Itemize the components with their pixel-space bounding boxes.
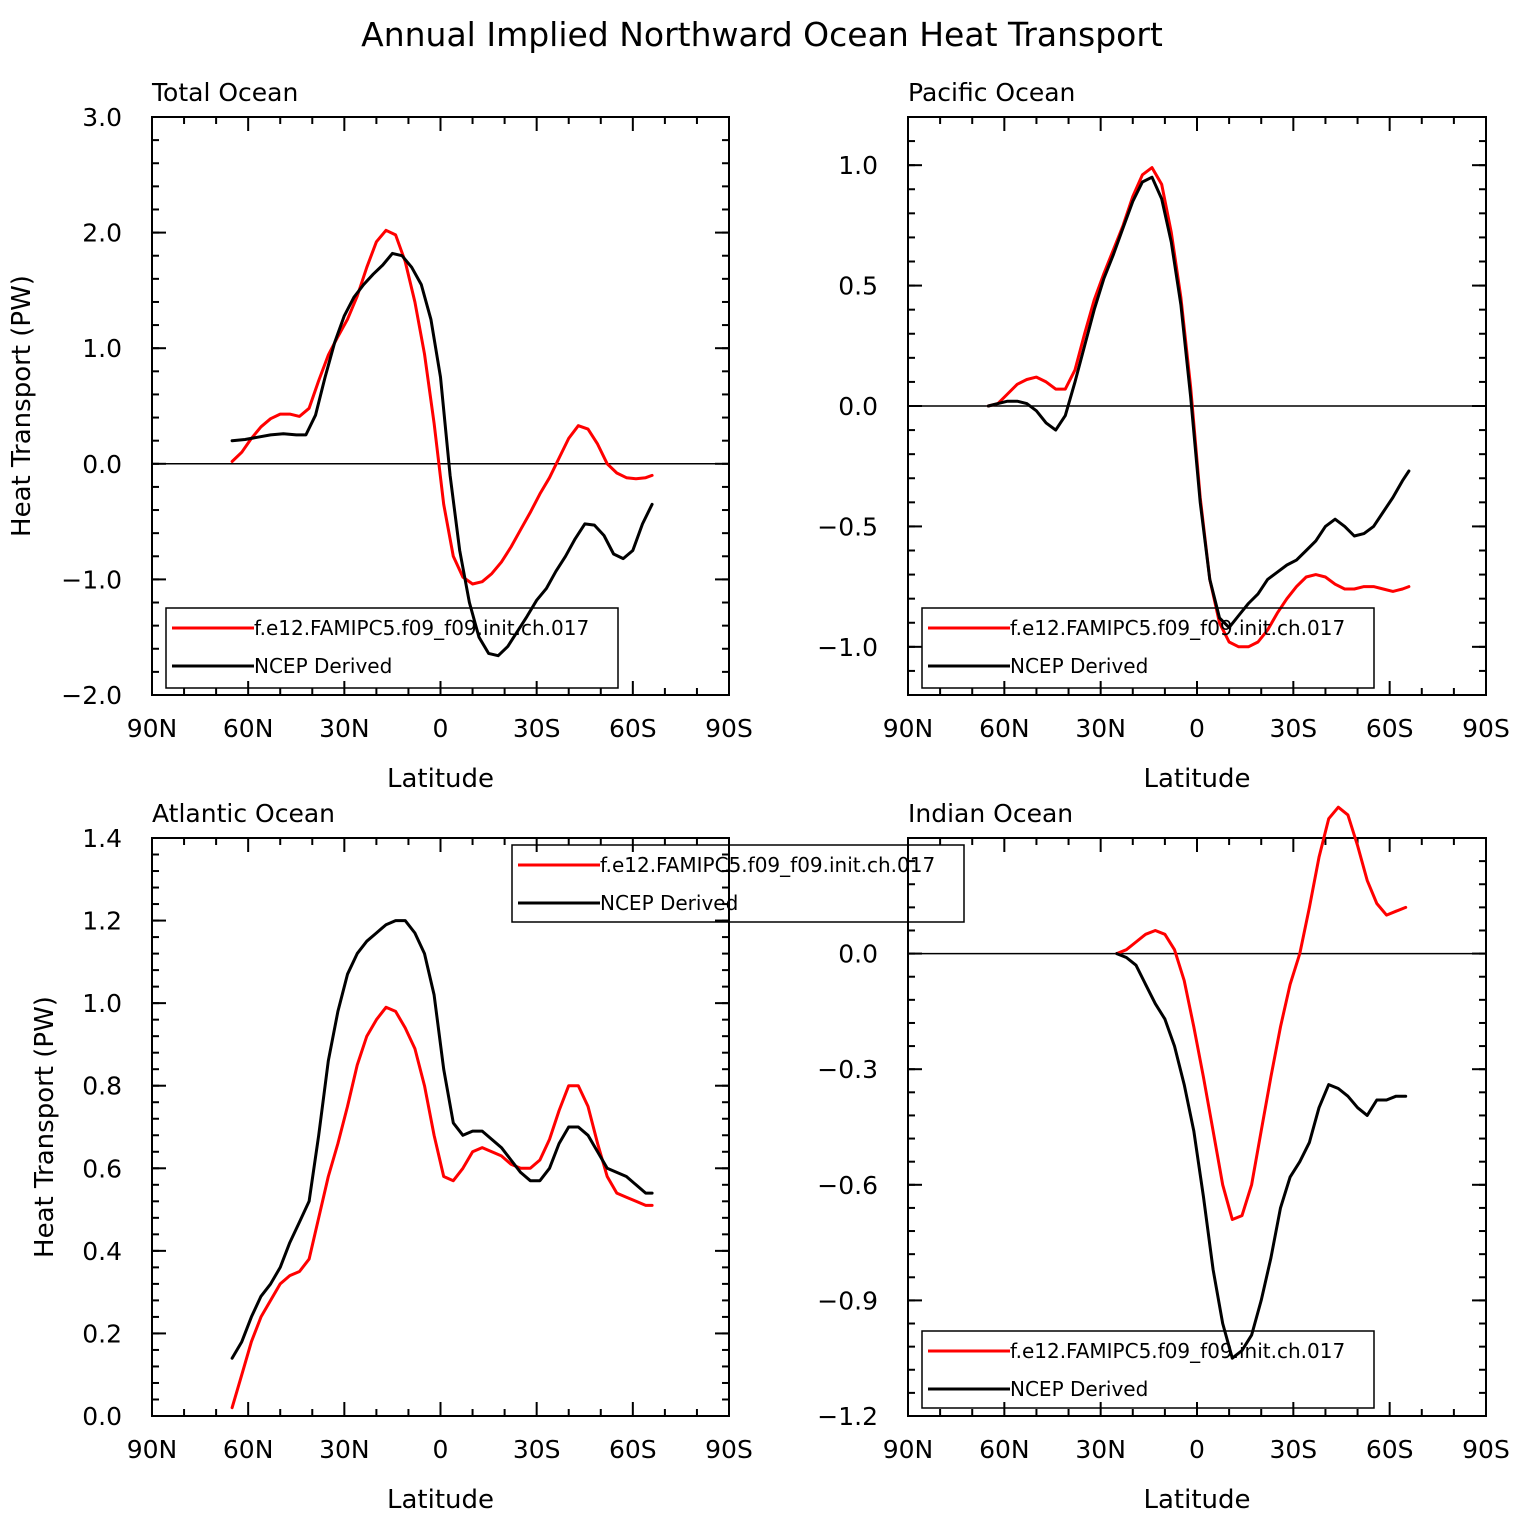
series-line-model [230,228,654,586]
x-tick-label: 30N [1075,1435,1126,1464]
legend: f.e12.FAMIPC5.f09_f09.init.ch.017 NCEP De… [511,844,965,923]
y-tick-label: 1.4 [82,824,122,853]
x-tick-label: 30N [1075,714,1126,743]
y-tick-label: 0.0 [838,392,878,421]
series-line-model [230,1005,654,1410]
plot-frame [151,837,730,1417]
chart-panel-0: Total Ocean 90N 60N 30N 0 30S 60S 90S −2.0 −1.0 0.… [7,78,753,794]
x-tick-label: 90S [1462,714,1510,743]
x-tick-label: 90S [705,1435,753,1464]
y-tick-label: −0.9 [817,1286,878,1315]
panel-title: Atlantic Ocean [152,799,335,828]
series-line-ncep [1115,952,1408,1360]
x-tick-label: 30N [319,714,370,743]
x-tick-label: 90S [1462,1435,1510,1464]
y-tick-label: 0.8 [82,1072,122,1101]
y-tick-label: 2.0 [82,219,122,248]
x-axis-label: Latitude [387,764,494,794]
legend: f.e12.FAMIPC5.f09_f09.init.ch.017 NCEP De… [921,607,1375,689]
x-axis-label: Latitude [1143,764,1250,794]
panel-title: Indian Ocean [908,799,1073,828]
x-tick-label: 60N [979,714,1030,743]
y-tick-label: −0.6 [817,1171,878,1200]
legend-entry: f.e12.FAMIPC5.f09_f09.init.ch.017 [254,616,589,640]
y-tick-label: 1.2 [82,907,122,936]
series-line-ncep [230,251,654,658]
plot-frame [907,837,1487,1417]
y-tick-label: 0.6 [82,1154,122,1183]
y-tick-label: 0.0 [82,1402,122,1431]
x-tick-label: 90N [883,1435,934,1464]
x-tick-label: 30S [1269,1435,1317,1464]
legend-entry: NCEP Derived [600,891,738,915]
x-tick-label: 0 [1189,1435,1205,1464]
legend-entry: f.e12.FAMIPC5.f09_f09.init.ch.017 [1010,1339,1345,1363]
x-tick-label: 30S [513,1435,561,1464]
legend-box [921,607,1375,689]
y-tick-label: 0.2 [82,1319,122,1348]
y-tick-label: 1.0 [82,989,122,1018]
y-tick-label: 3.0 [82,103,122,132]
series-line-ncep [986,175,1411,630]
legend-entry: NCEP Derived [1010,1377,1148,1401]
legend-box [921,1330,1375,1409]
chart-panels: Total Ocean 90N 60N 30N 0 30S 60S 90S −2.0 −1.0 0.… [7,78,1510,1515]
x-tick-label: 60N [979,1435,1030,1464]
legend-box [511,844,965,923]
series-line-model [986,166,1411,649]
chart-panel-1: Pacific Ocean 90N 60N 30N 0 30S 60S 90S −1.0 −0.5… [817,78,1510,794]
x-tick-label: 60S [609,1435,657,1464]
y-tick-label: 0.0 [838,940,878,969]
legend-entry: NCEP Derived [254,654,392,678]
chart-panel-2: Atlantic Ocean 90N 60N 30N 0 30S 60S 90S 0.0 0.2 0… [30,799,965,1515]
x-tick-label: 90N [127,1435,178,1464]
y-axis-label: Heat Transport (PW) [7,275,37,537]
x-tick-label: 60N [223,714,274,743]
y-tick-label: 1.0 [82,334,122,363]
y-tick-label: −2.0 [61,681,122,710]
legend-entry: NCEP Derived [1010,654,1148,678]
y-tick-label: −0.3 [817,1055,878,1084]
y-tick-label: −0.5 [817,512,878,541]
x-tick-label: 0 [1189,714,1205,743]
y-tick-label: −1.0 [817,633,878,662]
legend: f.e12.FAMIPC5.f09_f09.init.ch.017 NCEP De… [165,607,619,689]
x-tick-label: 60S [1366,1435,1414,1464]
y-axis-label: Heat Transport (PW) [30,996,60,1258]
x-tick-label: 0 [433,1435,449,1464]
series-line-model [1115,805,1408,1221]
x-tick-label: 90N [883,714,934,743]
legend: f.e12.FAMIPC5.f09_f09.init.ch.017 NCEP De… [921,1330,1375,1409]
x-tick-label: 60S [609,714,657,743]
x-tick-label: 90S [705,714,753,743]
legend-box [165,607,619,689]
x-tick-label: 60N [223,1435,274,1464]
legend-entry: f.e12.FAMIPC5.f09_f09.init.ch.017 [1010,616,1345,640]
x-axis-label: Latitude [387,1485,494,1515]
x-tick-label: 0 [433,714,449,743]
x-tick-label: 30N [319,1435,370,1464]
y-tick-label: −1.2 [817,1402,878,1431]
y-tick-label: 1.0 [838,151,878,180]
series-line-ncep [230,919,654,1360]
x-tick-label: 30S [513,714,561,743]
y-tick-label: 0.0 [82,450,122,479]
chart-panel-3: Indian Ocean 90N 60N 30N 0 30S 60S 90S −1.2 −0.9 −… [817,799,1510,1515]
x-tick-label: 60S [1366,714,1414,743]
figure-title: Annual Implied Northward Ocean Heat Tran… [361,15,1163,54]
x-tick-label: 90N [127,714,178,743]
y-tick-label: 0.4 [82,1237,122,1266]
y-tick-label: −1.0 [61,565,122,594]
x-axis-label: Latitude [1143,1485,1250,1515]
x-tick-label: 30S [1269,714,1317,743]
y-tick-label: 0.5 [838,272,878,301]
panel-title: Pacific Ocean [908,78,1075,107]
panel-title: Total Ocean [151,78,298,107]
legend-entry: f.e12.FAMIPC5.f09_f09.init.ch.017 [600,853,935,877]
